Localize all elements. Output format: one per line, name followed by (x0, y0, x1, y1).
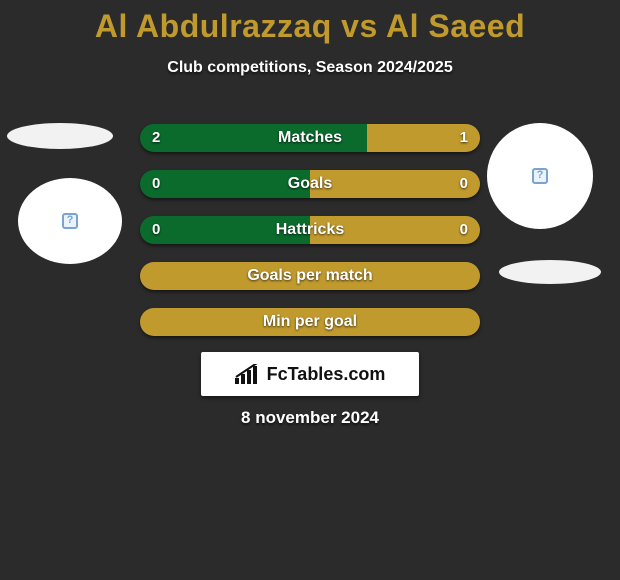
signal-bars-icon (235, 364, 261, 384)
stat-row: Min per goal (140, 308, 480, 336)
left-avatar-placeholder (18, 178, 122, 264)
stat-row: Goals per match (140, 262, 480, 290)
comparison-stats: Matches21Goals00Hattricks00Goals per mat… (140, 124, 480, 354)
right-avatar-placeholder (487, 123, 593, 229)
left-avatar-shadow (7, 123, 113, 149)
stat-label: Goals (140, 170, 480, 198)
badge-text: FcTables.com (267, 364, 386, 385)
image-placeholder-icon (532, 168, 548, 184)
stat-row: Goals0 0 (140, 170, 480, 198)
stat-value-right: 0 (460, 216, 468, 244)
page-subtitle: Club competitions, Season 2024/2025 (0, 59, 620, 77)
stat-value-right: 0 (460, 170, 468, 198)
stat-value-right: 1 (460, 124, 468, 152)
fctables-badge: FcTables.com (201, 352, 419, 396)
stat-label: Goals per match (140, 262, 480, 290)
stat-row: Matches2 1 (140, 124, 480, 152)
stat-value-left: 0 (152, 216, 160, 244)
stat-value-left: 2 (152, 124, 160, 152)
right-avatar-shadow (499, 260, 601, 284)
stat-label: Matches (140, 124, 480, 152)
stat-value-left: 0 (152, 170, 160, 198)
stat-label: Hattricks (140, 216, 480, 244)
stat-label: Min per goal (140, 308, 480, 336)
stat-row: Hattricks0 0 (140, 216, 480, 244)
page-title: Al Abdulrazzaq vs Al Saeed (0, 0, 620, 45)
image-placeholder-icon (62, 213, 78, 229)
snapshot-date: 8 november 2024 (0, 408, 620, 428)
